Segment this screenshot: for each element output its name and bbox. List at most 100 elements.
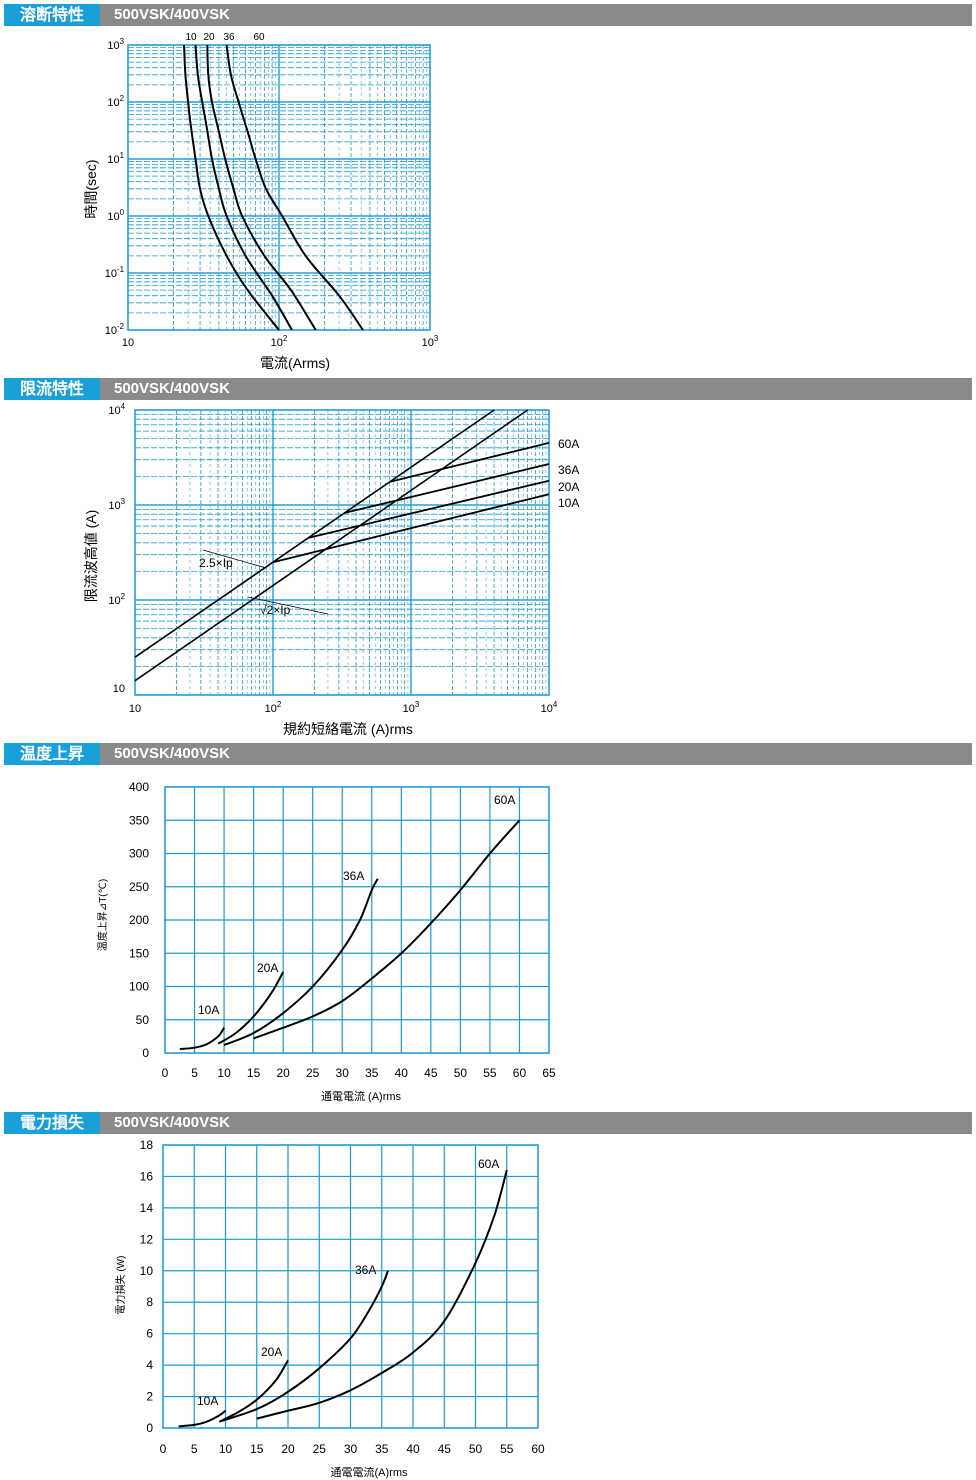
y-tick-label: 10 xyxy=(113,683,125,695)
x-tick-label: 40 xyxy=(395,1066,409,1080)
y-tick-labels: 10-2 10-1 100 101 102 103 xyxy=(105,37,125,337)
section-header-power: 電力損失 500VSK/400VSK xyxy=(4,1112,972,1134)
x-tick-label: 103 xyxy=(422,334,439,349)
x-tick-labels: 10 102 103 104 xyxy=(129,700,558,715)
y-tick-label: 102 xyxy=(108,592,125,607)
grid xyxy=(164,786,550,1054)
y-tick-label: 14 xyxy=(140,1201,154,1215)
series-line-36A xyxy=(344,463,550,514)
y-tick-label: 400 xyxy=(129,780,149,794)
current-limiting-chart: 2.5×Ip √2×Ip 10 102 103 104 10 102 103 104 60A 3… xyxy=(83,402,579,737)
series-line-10A xyxy=(272,493,550,564)
x-tick-label: 10 xyxy=(219,1442,233,1456)
x-tick-label: 25 xyxy=(306,1066,320,1080)
reference-lines: 2.5×Ip √2×Ip xyxy=(134,409,529,682)
series-line-60 xyxy=(225,44,364,331)
series-curves xyxy=(179,819,521,1050)
y-tick-label: 50 xyxy=(136,1013,150,1027)
reference-line xyxy=(134,409,495,658)
y-tick-label: 250 xyxy=(129,880,149,894)
series-line-60A xyxy=(253,819,521,1040)
x-tick-label: 50 xyxy=(469,1442,483,1456)
series-line-10 xyxy=(183,44,280,331)
x-tick-label: 55 xyxy=(500,1442,514,1456)
reference-label: 2.5×Ip xyxy=(199,556,233,570)
x-tick-label: 15 xyxy=(247,1066,261,1080)
series-label: 60 xyxy=(253,32,265,43)
y-tick-label: 350 xyxy=(129,813,149,827)
x-tick-label: 20 xyxy=(276,1066,290,1080)
section-model: 500VSK/400VSK xyxy=(114,380,230,397)
x-tick-label: 0 xyxy=(160,1442,167,1456)
section-title: 電力損失 xyxy=(4,1112,100,1134)
y-tick-label: 10-1 xyxy=(105,265,125,280)
melting-characteristics-chart: 10 102 103 10-2 10-1 100 101 102 103 10 20 36 60 電… xyxy=(83,32,439,371)
reference-line xyxy=(134,409,529,682)
x-tick-labels: 0 5 10 15 20 25 30 35 40 45 50 55 60 65 xyxy=(162,1066,556,1080)
x-tick-label: 65 xyxy=(542,1066,556,1080)
series-line-36A xyxy=(218,1270,389,1423)
x-tick-label: 45 xyxy=(438,1442,452,1456)
series-curves xyxy=(183,44,364,331)
section-model: 500VSK/400VSK xyxy=(114,6,230,23)
y-tick-labels: 0 50 100 150 200 250 300 350 400 xyxy=(129,780,149,1060)
series-line-60A xyxy=(389,442,550,483)
y-tick-label: 12 xyxy=(140,1232,154,1246)
x-tick-label: 10 xyxy=(122,337,134,349)
y-axis-label: 時間(sec) xyxy=(83,159,99,218)
section-title: 溶断特性 xyxy=(4,4,100,26)
x-tick-label: 5 xyxy=(191,1066,198,1080)
y-tick-label: 6 xyxy=(146,1327,153,1341)
x-tick-label: 35 xyxy=(375,1442,389,1456)
x-tick-label: 5 xyxy=(191,1442,198,1456)
x-tick-label: 10 xyxy=(217,1066,231,1080)
series-line-20A xyxy=(217,971,285,1045)
x-tick-label: 30 xyxy=(336,1066,350,1080)
series-label: 60A xyxy=(478,1157,499,1171)
x-axis-label: 電流(Arms) xyxy=(260,355,330,371)
series-line-36 xyxy=(206,44,317,331)
series-label: 10A xyxy=(558,496,579,510)
y-tick-label: 18 xyxy=(140,1138,154,1152)
y-axis-label: 限流波高値 (A) xyxy=(83,510,99,603)
series-curves xyxy=(272,442,550,564)
grid xyxy=(127,44,431,331)
y-tick-label: 0 xyxy=(142,1046,149,1060)
series-label: 60A xyxy=(494,793,515,807)
y-tick-label: 102 xyxy=(107,94,124,109)
x-tick-labels: 0 5 10 15 20 25 30 35 40 45 50 55 60 xyxy=(160,1442,545,1456)
series-labels: 10 20 36 60 xyxy=(185,32,265,43)
x-tick-label: 103 xyxy=(403,700,420,715)
x-tick-label: 102 xyxy=(271,334,288,349)
x-tick-label: 20 xyxy=(281,1442,295,1456)
leader-line xyxy=(247,596,329,615)
x-tick-label: 60 xyxy=(513,1066,527,1080)
series-labels: 10A 20A 36A 60A xyxy=(198,793,515,1017)
series-label: 36A xyxy=(558,463,579,477)
y-tick-label: 16 xyxy=(140,1169,154,1183)
x-tick-label: 0 xyxy=(162,1066,169,1080)
series-label: 20 xyxy=(203,32,215,43)
y-tick-label: 101 xyxy=(107,151,124,166)
section-header-limiting: 限流特性 500VSK/400VSK xyxy=(4,378,972,400)
x-axis-label: 規約短絡電流 (A)rms xyxy=(283,721,413,737)
plot-frame xyxy=(134,409,550,696)
series-line-20A xyxy=(218,1359,289,1423)
x-tick-label: 55 xyxy=(483,1066,497,1080)
series-label: 20A xyxy=(261,1345,282,1359)
y-tick-label: 200 xyxy=(129,913,149,927)
leader-line xyxy=(202,549,267,569)
x-axis-label: 通電電流(A)rms xyxy=(331,1465,408,1479)
section-header-melting: 溶断特性 500VSK/400VSK xyxy=(4,4,972,26)
series-label: 36A xyxy=(355,1263,376,1277)
y-tick-label: 103 xyxy=(107,37,124,52)
series-label: 60A xyxy=(558,437,579,451)
x-axis-label: 通電電流 (A)rms xyxy=(321,1089,402,1103)
series-line-20A xyxy=(307,479,550,539)
series-line-10A xyxy=(179,1027,225,1050)
temperature-rise-chart: 0 5 10 15 20 25 30 35 40 45 50 55 60 65 0 50 100 150 200 2… xyxy=(96,780,556,1103)
y-axis-label: 温度上昇⊿T(℃) xyxy=(96,879,109,951)
y-tick-label: 150 xyxy=(129,946,149,960)
x-tick-label: 10 xyxy=(129,703,141,715)
plot-frame xyxy=(164,786,550,1054)
